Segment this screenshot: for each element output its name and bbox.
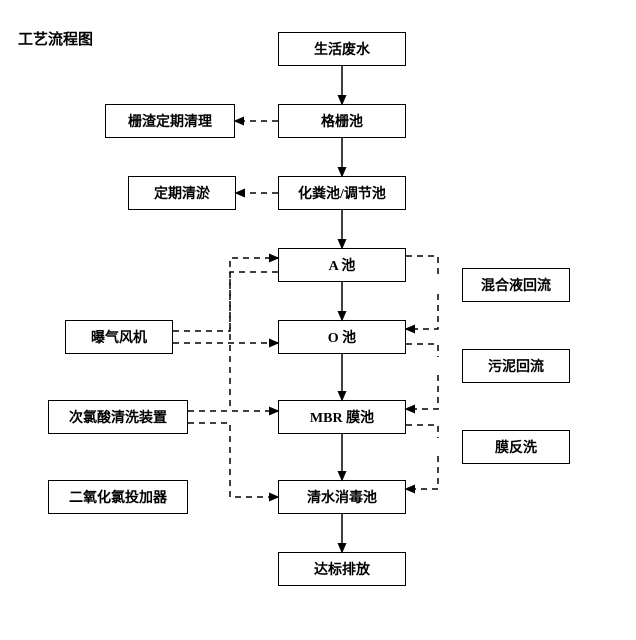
node-mixed-liquor-return: 混合液回流	[462, 268, 570, 302]
node-clear-water-disinfect: 清水消毒池	[278, 480, 406, 514]
node-a-tank: A 池	[278, 248, 406, 282]
diagram-title: 工艺流程图	[18, 28, 93, 49]
node-periodic-desilting: 定期清淤	[128, 176, 236, 210]
node-clo2-doser: 二氧化氯投加器	[48, 480, 188, 514]
node-o-tank: O 池	[278, 320, 406, 354]
node-discharge: 达标排放	[278, 552, 406, 586]
node-membrane-backwash: 膜反洗	[462, 430, 570, 464]
node-mbr-tank: MBR 膜池	[278, 400, 406, 434]
node-septic-equalization: 化粪池/调节池	[278, 176, 406, 210]
node-hypochlorite-clean: 次氯酸清洗装置	[48, 400, 188, 434]
node-grid-tank: 格栅池	[278, 104, 406, 138]
flowchart-canvas: 工艺流程图 生活废水 格栅池 栅渣定期清理 化粪池/调节池 定期清淤 A 池 混…	[0, 0, 636, 640]
node-grid-residue-clearing: 栅渣定期清理	[105, 104, 235, 138]
node-aeration-blower: 曝气风机	[65, 320, 173, 354]
node-sludge-return: 污泥回流	[462, 349, 570, 383]
node-domestic-wastewater: 生活废水	[278, 32, 406, 66]
